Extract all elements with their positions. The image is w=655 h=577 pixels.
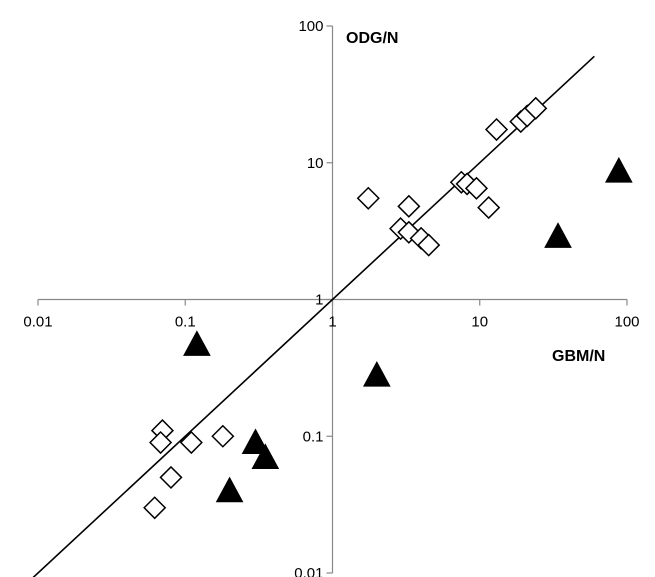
x-tick-label: 0.1 [175, 314, 196, 331]
x-tick-label: 10 [471, 314, 488, 331]
x-tick-label: 0.01 [23, 314, 52, 331]
diamond-marker [143, 496, 167, 520]
x-axis-label: GBM/N [552, 348, 605, 365]
y-tick-label: 0.01 [294, 565, 323, 577]
reference-line-group [32, 55, 595, 577]
reference-line [32, 55, 595, 577]
diamond-marker [484, 117, 509, 142]
diamond-marker [417, 233, 441, 257]
y-axis-label: ODG/N [346, 30, 398, 47]
diamond-marker [356, 186, 380, 210]
x-tick-label: 100 [614, 314, 639, 331]
triangle-marker [604, 156, 633, 183]
diamond-marker [211, 424, 235, 448]
triangle-marker [183, 330, 211, 356]
y-tick-label: 1 [315, 292, 323, 309]
data-points [143, 96, 633, 520]
diamond-marker [524, 96, 548, 120]
diamond-marker [149, 430, 173, 455]
triangle-marker [362, 361, 391, 387]
x-tick-label: 1 [328, 314, 336, 331]
diamond-marker [397, 194, 421, 218]
y-tick-label: 100 [298, 18, 323, 35]
diamond-marker [179, 430, 203, 455]
triangle-marker [251, 443, 280, 469]
triangle-marker [241, 428, 270, 455]
diamond-marker [464, 176, 489, 200]
triangle-marker [544, 222, 572, 248]
y-tick-label: 10 [307, 155, 324, 172]
diamond-marker [159, 465, 183, 489]
y-tick-label: 0.1 [303, 428, 324, 445]
tick-labels: 0.01 0.1 1 10 100 100 10 1 0.1 0.01 [23, 18, 639, 577]
diamond-marker [477, 196, 501, 220]
triangle-marker [215, 476, 244, 503]
